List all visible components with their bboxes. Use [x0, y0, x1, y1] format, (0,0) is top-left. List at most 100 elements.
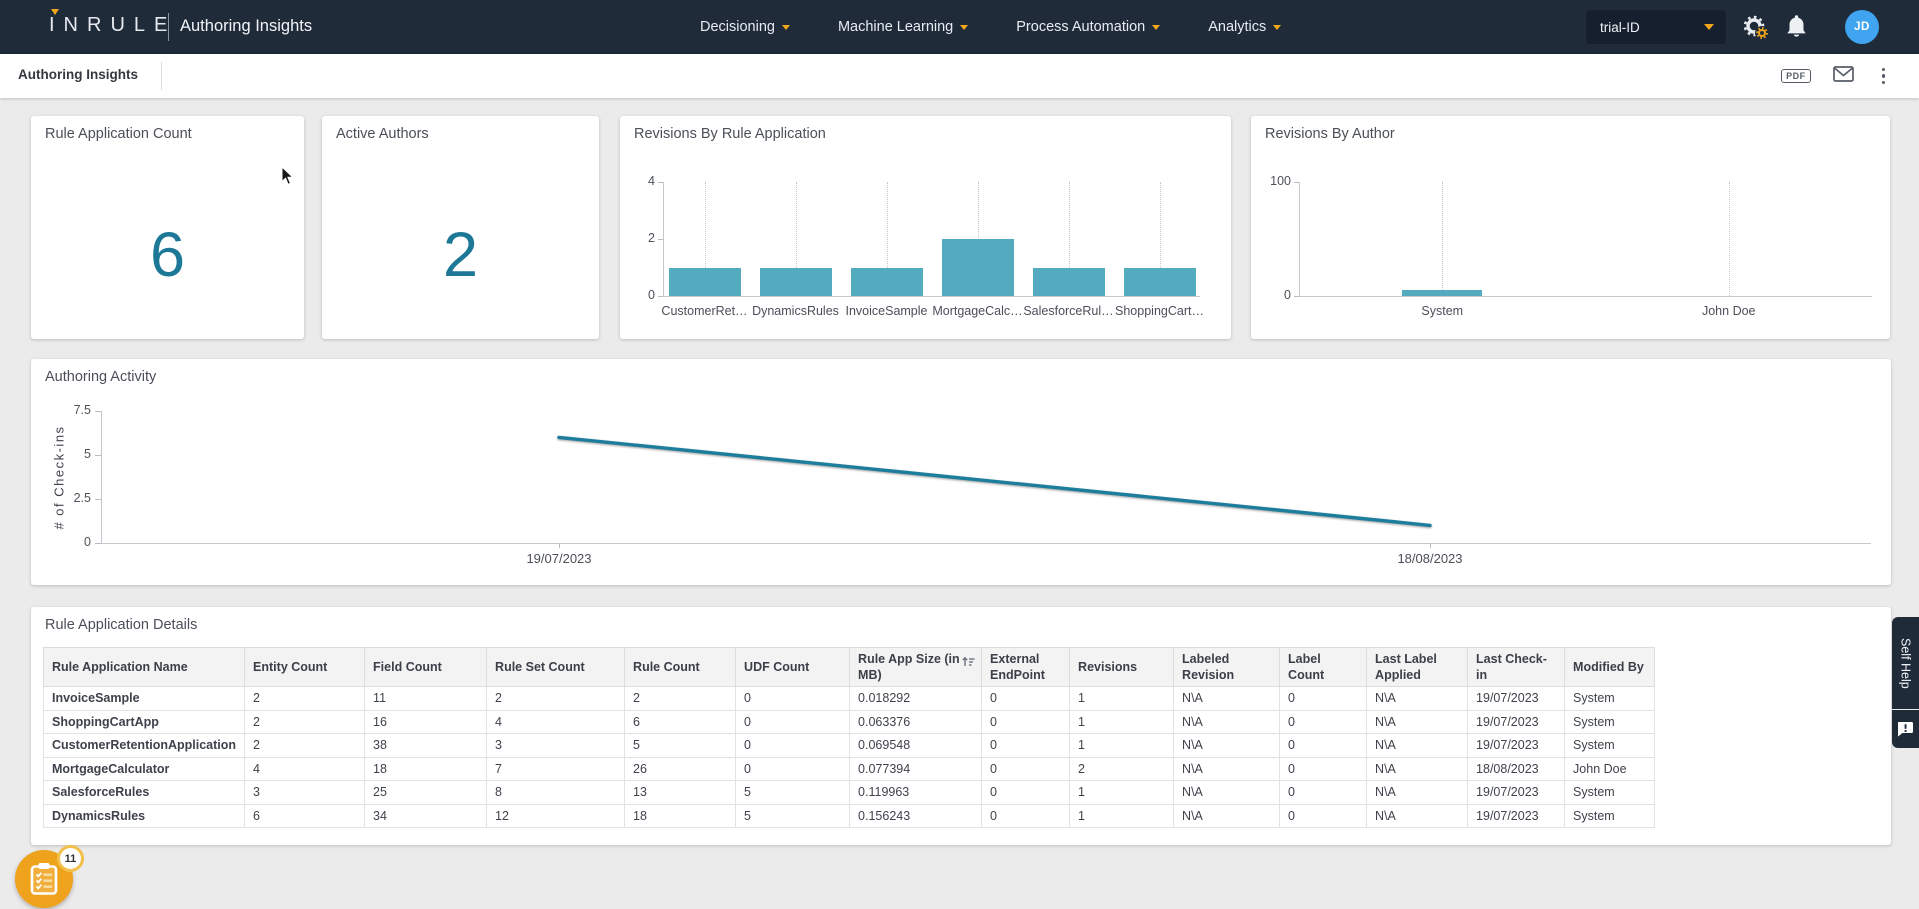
column-header-revisions[interactable]: Revisions [1069, 647, 1175, 687]
column-header-modified-by[interactable]: Modified By [1564, 647, 1656, 687]
bar-InvoiceSample[interactable] [850, 267, 923, 296]
table-cell: 13 [624, 780, 737, 805]
table-cell: 16 [364, 709, 488, 734]
card-rule-application-details: Rule Application Details Rule Applicatio… [31, 607, 1891, 845]
chevron-down-icon [1273, 24, 1282, 30]
table-cell: 19/07/2023 [1467, 803, 1566, 828]
chevron-down-icon [1704, 24, 1714, 30]
table-cell: MortgageCalculator [42, 756, 246, 781]
nav-menu-label: Machine Learning [837, 19, 954, 35]
column-header-rule-set-count[interactable]: Rule Set Count [486, 647, 626, 687]
table-cell: System [1564, 803, 1656, 828]
self-help-tab[interactable]: Self Help [1892, 617, 1919, 709]
nav-menu-decisioning[interactable]: Decisioning [700, 19, 790, 35]
table-cell: N\A [1366, 803, 1469, 828]
column-header-last-label-applied[interactable]: Last Label Applied [1366, 647, 1469, 687]
column-header-last-check-in[interactable]: Last Check-in [1467, 647, 1566, 687]
table-cell: CustomerRetentionApplication [42, 733, 246, 758]
bar-SalesforceRul…[interactable] [1032, 267, 1105, 296]
nav-menus: Decisioning Machine Learning Process Autom… [700, 0, 1282, 54]
email-envelope-icon[interactable] [1832, 65, 1854, 87]
fab-badge-count: 11 [57, 845, 84, 872]
column-header-entity-count[interactable]: Entity Count [244, 647, 366, 687]
table-cell: N\A [1173, 686, 1281, 711]
notifications-bell-icon[interactable] [1784, 14, 1809, 46]
column-header-rule-count[interactable]: Rule Count [624, 647, 737, 687]
card-active-authors: Active Authors 2 [322, 116, 599, 339]
table-row-mortgagecalculator[interactable]: MortgageCalculator 4 18 7 26 0 0.077394 0 2 N\A 0 N… [42, 756, 1656, 781]
bar-DynamicsRules[interactable] [759, 267, 832, 296]
column-header-udf-count[interactable]: UDF Count [735, 647, 851, 687]
table-cell: 0 [735, 733, 851, 758]
table-cell: 0.119963 [849, 780, 983, 805]
table-cell: 0 [981, 780, 1071, 805]
y-tick-label: 2.5 [73, 491, 91, 505]
user-avatar[interactable]: JD [1845, 10, 1879, 44]
table-cell: 0 [735, 756, 851, 781]
more-options-kebab-icon[interactable] [1876, 66, 1891, 86]
bar-System[interactable] [1402, 290, 1483, 296]
breadcrumb-divider [161, 62, 162, 90]
column-header-external-endpoint[interactable]: External EndPoint [981, 647, 1071, 687]
table-cell: 0 [981, 803, 1071, 828]
table-cell: SalesforceRules [42, 780, 246, 805]
nav-menu-machine-learning[interactable]: Machine Learning [837, 19, 969, 35]
bar-ShoppingCart…[interactable] [1123, 267, 1196, 296]
table-row-invoicesample[interactable]: InvoiceSample 2 11 2 2 0 0.018292 0 1 N\A 0 N\A 19/0… [42, 686, 1656, 711]
table-cell: 3 [244, 780, 366, 805]
grid-line [795, 182, 797, 296]
line-chart-plot[interactable] [31, 359, 1891, 585]
self-help-label: Self Help [1898, 637, 1913, 689]
table-row-customerretentionapplication[interactable]: CustomerRetentionApplication 2 38 3 5 0 0.0695… [42, 733, 1656, 758]
y-tick-label: 0 [1284, 288, 1291, 302]
table-cell: 18/08/2023 [1467, 756, 1566, 781]
self-help-chat-button[interactable] [1892, 710, 1919, 748]
table-row-shoppingcartapp[interactable]: ShoppingCartApp 2 16 4 6 0 0.063376 0 1 N\A 0 N\A 19… [42, 709, 1656, 734]
column-header-field-count[interactable]: Field Count [364, 647, 488, 687]
environment-selector-value: trial-ID [1600, 19, 1640, 35]
table-cell: 1 [1069, 803, 1175, 828]
column-header-label-count[interactable]: Label Count [1279, 647, 1368, 687]
y-tick-mark [1294, 182, 1299, 183]
table-cell: N\A [1173, 756, 1281, 781]
table-cell: System [1564, 780, 1656, 805]
table-cell: 0.156243 [849, 803, 983, 828]
table-cell: 38 [364, 733, 488, 758]
table-cell: 0.063376 [849, 709, 983, 734]
table-cell: 6 [244, 803, 366, 828]
x-axis-line [101, 543, 1871, 544]
x-category-label: MortgageCalc… [932, 304, 1023, 318]
export-pdf-button[interactable]: PDF [1781, 69, 1811, 83]
grid-line [1442, 182, 1444, 296]
column-header-rule-app-size-in-mb-[interactable]: Rule App Size (in MB) [849, 647, 983, 687]
nav-menu-label: Decisioning [700, 19, 775, 35]
inrule-logo[interactable]: INRULE [49, 14, 177, 36]
table-cell: InvoiceSample [42, 686, 246, 711]
table-cell: 2 [486, 686, 626, 711]
bar-CustomerRet…[interactable] [668, 267, 741, 296]
nav-menu-process-automation[interactable]: Process Automation [1016, 19, 1161, 35]
nav-menu-analytics[interactable]: Analytics [1208, 19, 1282, 35]
table-row-salesforcerules[interactable]: SalesforceRules 3 25 8 13 5 0.119963 0 1 N\A 0 N\A 1… [42, 780, 1656, 805]
column-header-rule-application-name[interactable]: Rule Application Name [42, 647, 246, 687]
card-rule-application-count: Rule Application Count 6 [31, 116, 304, 339]
table-cell: N\A [1173, 803, 1281, 828]
table-row-dynamicsrules[interactable]: DynamicsRules 6 34 12 18 5 0.156243 0 1 N\A 0 N\A 19… [42, 803, 1656, 828]
environment-selector[interactable]: trial-ID [1586, 10, 1726, 44]
table-cell: 2 [1069, 756, 1175, 781]
settings-gear-icon[interactable] [1741, 13, 1771, 48]
table-cell: 0.077394 [849, 756, 983, 781]
breadcrumb[interactable]: Authoring Insights [18, 67, 138, 82]
navbar-divider [168, 13, 169, 41]
bar-MortgageCalc…[interactable] [941, 239, 1014, 296]
column-header-labeled-revision[interactable]: Labeled Revision [1173, 647, 1281, 687]
kpi-title: Rule Application Count [45, 126, 192, 142]
table-cell: 0 [981, 709, 1071, 734]
grid-line [704, 182, 706, 296]
table-cell: 26 [624, 756, 737, 781]
chart-title: Authoring Activity [45, 369, 157, 385]
table-title: Rule Application Details [45, 617, 198, 633]
table-cell: 4 [244, 756, 366, 781]
checkins-line-series[interactable] [557, 435, 1432, 528]
